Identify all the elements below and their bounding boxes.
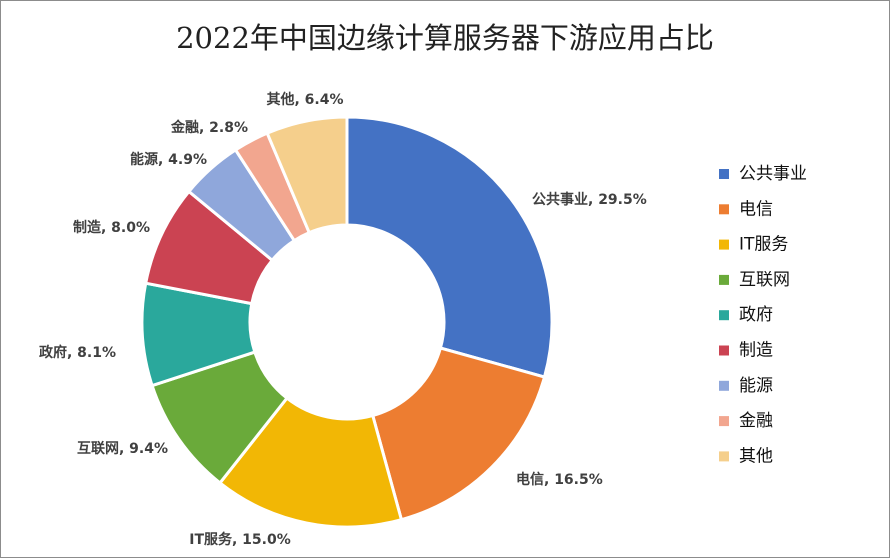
legend-label: 制造 [739, 341, 773, 361]
data-label: IT服务, 15.0% [189, 531, 291, 548]
data-label: 金融, 2.8% [170, 119, 248, 136]
donut-slice [345, 115, 554, 379]
donut-slice [217, 396, 404, 529]
data-label: 互联网, 9.4% [77, 441, 168, 457]
data-label: 公共事业, 29.5% [532, 191, 647, 208]
legend-label: 政府 [739, 305, 773, 325]
legend-swatch [719, 345, 729, 356]
data-label: 其他, 6.4% [266, 91, 343, 108]
data-label: 制造, 8.0% [73, 219, 150, 236]
legend-swatch [719, 274, 729, 285]
chart-title: 2022年中国边缘计算服务器下游应用占比 [176, 21, 714, 55]
legend-swatch [719, 310, 729, 321]
legend-swatch [719, 239, 729, 250]
legend-label: IT服务 [739, 235, 788, 255]
legend-label: 其他 [739, 446, 773, 466]
legend-label: 互联网 [739, 270, 790, 290]
legend-label: 公共事业 [739, 164, 807, 184]
donut-slice [370, 346, 547, 522]
donut-slice [265, 115, 349, 235]
legend-swatch [719, 380, 729, 391]
legend-swatch [719, 416, 729, 427]
legend-swatch [719, 451, 729, 462]
legend-label: 电信 [739, 199, 773, 219]
legend-swatch [719, 204, 729, 215]
legend-swatch [719, 169, 729, 179]
data-label: 政府, 8.1% [39, 344, 116, 361]
legend-label: 金融 [739, 411, 773, 431]
data-label: 电信, 16.5% [516, 471, 603, 488]
legend-label: 能源 [739, 376, 773, 396]
data-label: 能源, 4.9% [130, 151, 207, 168]
